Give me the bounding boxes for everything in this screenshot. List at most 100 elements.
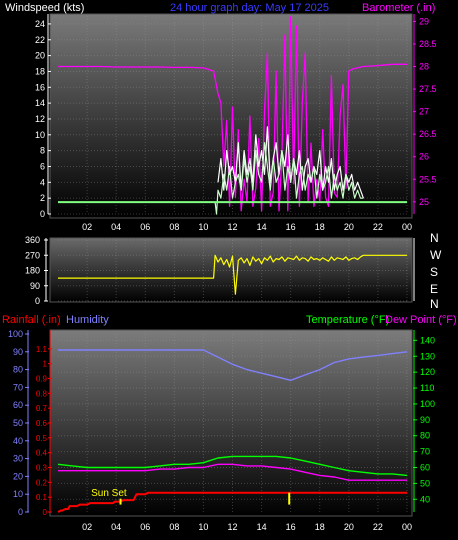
dewpoint-axis-title: Dew Point (°F) (385, 314, 457, 326)
windspeed-tick-label: 10 (35, 130, 45, 140)
x-tick-label: 04 (111, 522, 121, 532)
direction-grid (58, 239, 408, 302)
humidity-tick-label: 40 (13, 436, 23, 446)
direction-tick-label: 90 (30, 281, 40, 291)
rainfall-axis-ticks: 0 0.1 0.2 0.3 0.4 0.5 0.6 0.7 0.8 0.9 1 1.1 (36, 330, 52, 517)
x-tick-label: 04 (111, 222, 121, 232)
humidity-tick-label: 90 (13, 347, 23, 357)
windspeed-tick-label: 4 (40, 177, 45, 187)
wind-direction-line (58, 254, 407, 295)
x-tick-label: 10 (198, 222, 208, 232)
rainfall-tick-label: 0.9 (36, 375, 48, 384)
windspeed-tick-label: 22 (35, 35, 45, 45)
temperature-tick-label: 60 (420, 463, 430, 473)
barometer-axis-title: Barometer (.in) (362, 2, 435, 14)
barometer-tick-label: 27.5 (419, 84, 437, 94)
temperature-tick-label: 40 (420, 494, 430, 504)
temperature-tick-label: 120 (420, 367, 435, 377)
windspeed-tick-label: 0 (40, 209, 45, 219)
rainfall-tick-label: 0.3 (36, 464, 48, 473)
humidity-tick-label: 70 (13, 382, 23, 392)
rainfall-tick-label: 0.6 (36, 419, 48, 428)
rainfall-tick-label: 0.8 (36, 389, 48, 398)
barometer-tick-label: 25 (419, 197, 429, 207)
compass-label: N (430, 297, 439, 311)
temperature-axis-title: Temperature (°F) (306, 314, 389, 326)
x-tick-label: 06 (140, 522, 150, 532)
x-tick-label: 08 (169, 522, 179, 532)
rainfall-axis-title: Rainfall (.in) (2, 314, 61, 326)
wind-direction-plot-area (49, 237, 413, 303)
windspeed-tick-label: 18 (35, 66, 45, 76)
compass-label: W (430, 248, 442, 262)
direction-tick-label: 180 (25, 266, 40, 276)
x-tick-label: 02 (82, 222, 92, 232)
x-tick-label: 00 (402, 522, 412, 532)
x-tick-label: 06 (140, 222, 150, 232)
humidity-tick-label: 100 (8, 329, 23, 339)
windspeed-tick-label: 6 (40, 161, 45, 171)
windspeed-tick-label: 14 (35, 98, 45, 108)
windspeed-axis-title: Windspeed (kts) (5, 2, 84, 14)
x-tick-label: 22 (373, 522, 383, 532)
windspeed-tick-label: 20 (35, 51, 45, 61)
temperature-tick-label: 90 (420, 415, 430, 425)
compass-label: N (430, 231, 439, 245)
temperature-tick-label: 50 (420, 478, 430, 488)
rainfall-tick-label: 1 (43, 360, 48, 369)
x-tick-label: 20 (344, 522, 354, 532)
rainfall-tick-label: 0.7 (36, 404, 48, 413)
x-tick-label: 18 (315, 222, 325, 232)
barometer-line (58, 16, 407, 212)
windspeed-tick-label: 16 (35, 82, 45, 92)
temperature-axis-ticks: 40 50 60 70 80 90 100 110 120 130 140 (413, 330, 435, 512)
temperature-line (57, 455, 408, 477)
x-tick-label: 14 (257, 522, 267, 532)
graph-date-title: 24 hour graph day: May 17 2025 (170, 2, 329, 14)
x-tick-label: 16 (286, 522, 296, 532)
humidity-tick-label: 80 (13, 365, 23, 375)
humidity-line (58, 349, 408, 381)
temperature-tick-label: 110 (420, 383, 434, 393)
dewpoint-line (58, 463, 407, 481)
x-tick-label: 22 (373, 222, 383, 232)
temp-x-axis-ticks: 02 04 06 08 10 12 14 16 18 20 22 00 (82, 522, 412, 532)
barometer-tick-label: 28.5 (419, 39, 437, 49)
temperature-tick-label: 80 (420, 431, 430, 441)
temperature-tick-label: 100 (420, 399, 435, 409)
temperature-tick-label: 140 (420, 335, 435, 345)
rainfall-tick-label: 0.1 (36, 493, 48, 502)
sunset-label: Sun Set (91, 488, 127, 499)
barometer-tick-label: 26 (419, 152, 429, 162)
direction-axis-ticks: 0 90 180 270 360 (25, 235, 48, 306)
windspeed-tick-label: 2 (40, 193, 45, 203)
x-tick-label: 08 (169, 222, 179, 232)
compass-label: E (430, 282, 438, 296)
humidity-axis-ticks: 0 10 20 30 40 50 60 70 80 90 100 (8, 329, 29, 517)
x-tick-label: 14 (257, 222, 267, 232)
x-tick-label: 12 (227, 522, 237, 532)
compass-label: S (430, 265, 438, 279)
windspeed-tick-label: 24 (35, 19, 45, 29)
x-tick-label: 02 (82, 522, 92, 532)
wind-baro-series (58, 16, 407, 215)
x-tick-label: 00 (402, 222, 412, 232)
temp-hum-rain-plot-area (49, 329, 413, 517)
x-tick-label: 18 (315, 522, 325, 532)
humidity-tick-label: 20 (13, 471, 23, 481)
direction-tick-label: 0 (35, 296, 40, 306)
direction-tick-label: 270 (25, 250, 40, 260)
rainfall-tick-label: 1.1 (36, 345, 48, 354)
temperature-tick-label: 70 (420, 447, 430, 457)
humidity-axis-title: Humidity (66, 314, 109, 326)
x-tick-label: 10 (198, 522, 208, 532)
wind-x-axis-ticks: 02 04 06 08 10 12 14 16 18 20 22 00 (82, 222, 412, 232)
barometer-tick-label: 29 (419, 16, 429, 26)
rainfall-tick-label: 0.5 (36, 434, 48, 443)
barometer-tick-label: 27 (419, 107, 429, 117)
barometer-axis-ticks: 25 25.5 26 26.5 27 27.5 28 28.5 29 (413, 14, 437, 214)
x-tick-label: 20 (344, 222, 354, 232)
windspeed-tick-label: 8 (40, 146, 45, 156)
